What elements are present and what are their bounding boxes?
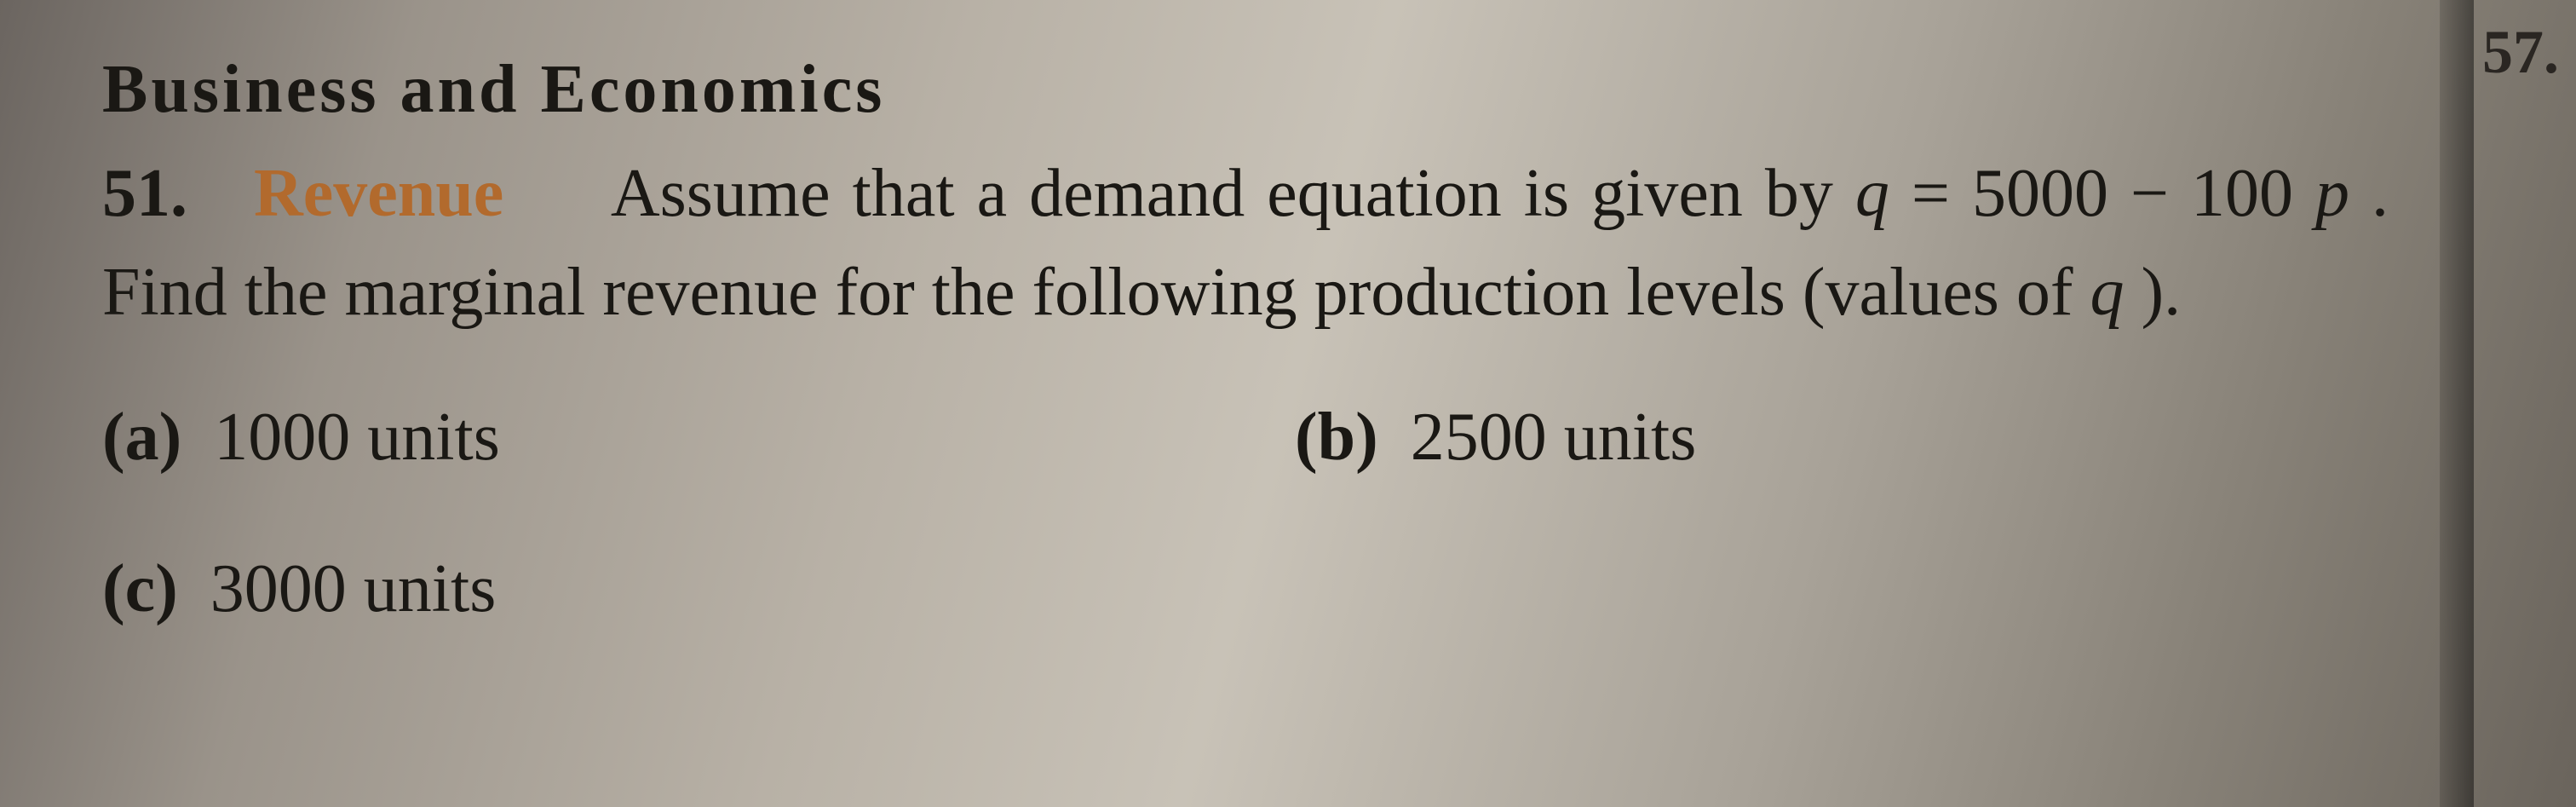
part-c: (c) 3000 units [102, 517, 2389, 660]
part-a-label: (a) [102, 400, 181, 475]
problem-51: 51. Revenue Assume that a demand equatio… [102, 144, 2389, 342]
next-page-problem-number: 57. [2482, 17, 2559, 88]
problem-number: 51. [102, 156, 187, 231]
part-a-text: 1000 units [214, 400, 500, 475]
page-gutter-shadow [2440, 0, 2474, 807]
equation-rhs-var: p [2315, 156, 2349, 231]
part-a: (a) 1000 units [102, 366, 1295, 509]
section-heading: Business and Economics [102, 51, 2389, 129]
equation-rhs-const: 5000 − 100 [1972, 156, 2293, 231]
part-c-label: (c) [102, 551, 178, 626]
part-b-text: 2500 units [1411, 400, 1697, 475]
equation-equals: = [1912, 156, 1972, 231]
part-b: (b) 2500 units [1295, 366, 1696, 509]
problem-body-post-2: ). [2141, 255, 2181, 330]
problem-body-pre: Assume that a demand equation is given b… [611, 156, 1855, 231]
equation-lhs-var: q [1855, 156, 1889, 231]
part-c-text: 3000 units [210, 551, 497, 626]
part-b-label: (b) [1295, 400, 1378, 475]
problem-body-post-var: q [2090, 255, 2124, 330]
problem-parts: (a) 1000 units (b) 2500 units (c) 3000 u… [102, 366, 2389, 660]
page-content: Business and Economics 51. Revenue Assum… [102, 51, 2389, 660]
problem-title: Revenue [254, 156, 503, 231]
